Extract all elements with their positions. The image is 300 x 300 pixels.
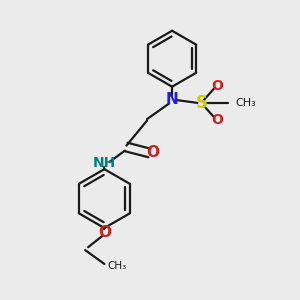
- Text: S: S: [196, 94, 208, 112]
- Text: CH₃: CH₃: [236, 98, 256, 108]
- Text: CH₃: CH₃: [107, 261, 127, 271]
- Text: O: O: [211, 79, 223, 93]
- Text: O: O: [146, 146, 159, 160]
- Text: N: N: [166, 92, 178, 107]
- Text: NH: NH: [93, 156, 116, 170]
- Text: O: O: [98, 225, 111, 240]
- Text: O: O: [211, 113, 223, 127]
